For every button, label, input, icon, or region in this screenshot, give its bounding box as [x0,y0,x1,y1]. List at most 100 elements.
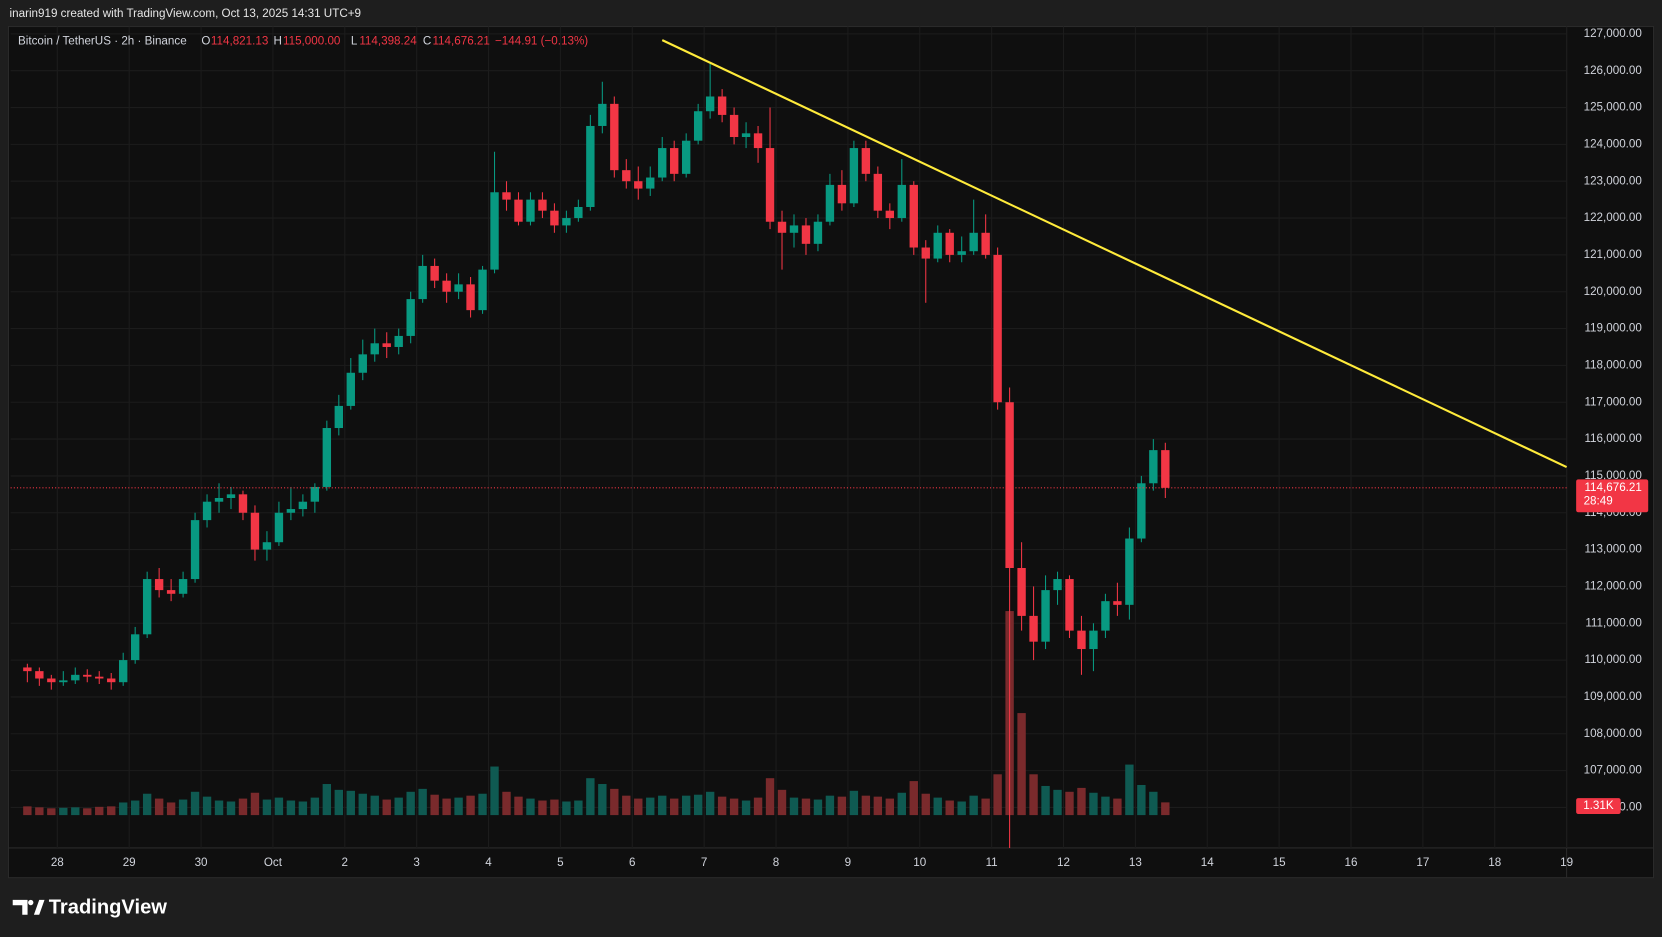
candle-body [741,133,751,138]
candle-body [873,173,883,211]
volume-bar [1053,789,1062,816]
volume-bar [753,797,763,816]
volume-bar [322,784,332,816]
candle-body [95,676,104,679]
volume-bar [705,791,715,816]
candle-body [634,181,643,189]
volume-bar [166,802,176,816]
volume-bar [226,801,236,816]
candle-body [861,148,871,174]
candle-body [813,221,823,244]
candle-body [705,96,715,112]
candle-body [849,148,859,204]
x-tick-label: 8 [773,856,779,869]
volume-bar [693,794,703,816]
volume-label-box [1576,798,1621,815]
candle-body [801,225,811,244]
x-tick-label: 6 [629,856,635,869]
candle-body [538,199,547,211]
candle-body [717,96,727,115]
volume-bar [861,795,871,816]
volume-bar [298,801,308,816]
volume-bar [1029,774,1038,816]
candle-body [586,125,595,208]
y-tick-label: 112,000.00 [1584,579,1642,592]
volume-bar [825,795,835,816]
candle-body [418,265,427,300]
volume-bar [957,801,966,816]
candle-body [1005,402,1014,569]
x-tick-label: 30 [195,856,208,869]
last-price-label: 114,676.21 [1584,481,1641,494]
candle-body [574,207,583,219]
candle-body [670,148,679,174]
volume-bar [849,790,859,816]
volume-bar [658,795,667,816]
chart-frame [7,25,1655,879]
volume-bar [262,799,272,816]
y-tick-label: 107,000.00 [1584,764,1643,777]
candle-body [945,232,954,255]
volume-bar [574,800,583,816]
y-tick-label: 122,000.00 [1584,211,1643,224]
candle-body [490,192,499,270]
volume-bar [681,795,691,816]
x-tick-label: 19 [1560,856,1573,869]
y-tick-label: 117,000.00 [1584,395,1642,408]
volume-bar [202,796,212,816]
candle-body [298,501,308,510]
candle-body [394,335,403,347]
volume-bar [490,766,499,816]
volume-bar [95,806,104,816]
volume-bar [178,799,188,816]
volume-bar [646,797,655,816]
candle-body [274,512,284,543]
volume-bar [23,806,32,816]
low-value: 114,398.24 [359,34,417,47]
candle-body [1149,450,1158,484]
candle-body [286,509,296,513]
candle-body [765,148,775,222]
candle-body [382,343,391,347]
volume-bar [717,796,727,816]
volume-bar [562,801,571,816]
open-value: 114,821.13 [211,34,268,47]
candle-body [1089,630,1098,650]
x-tick-label: 11 [986,856,998,869]
trendline [661,39,1568,469]
volume-bar [358,793,367,816]
volume-bar [550,799,559,816]
candle-body [178,579,188,594]
volume-bar [310,797,320,816]
candle-body [526,199,535,222]
legend: Bitcoin / TetherUS · 2h · Binance O 114,… [18,34,588,47]
y-tick-label: 110,000.00 [1584,653,1642,666]
candle-body [885,210,895,219]
volume-bar [1113,798,1122,816]
candle-body [430,265,439,281]
candle-body [502,192,511,200]
candle-body [202,501,212,521]
close-label: C [423,34,431,47]
x-tick-label: 2 [342,856,348,869]
footer-logo: TradingView [12,897,167,919]
candle-body [59,680,68,683]
volume-bar [598,784,607,816]
countdown: 28:49 [1584,495,1613,508]
volume-bar [430,794,439,816]
x-tick-label: 12 [1057,856,1070,869]
candle-body [933,232,942,259]
change-value: −144.91 (−0.13%) [495,34,588,47]
volume-bar [670,798,679,816]
candle-body [921,247,930,259]
volume-bar [1137,784,1146,816]
close-value: 114,676.21 [432,34,489,47]
x-tick-label: 13 [1129,856,1142,869]
candle-layer [23,63,1170,848]
volume-bar [370,795,379,816]
candle-body [322,428,332,487]
volume-bar [71,807,80,816]
candle-body [1041,590,1050,642]
candle-body [646,177,655,189]
volume-bar [873,796,883,816]
